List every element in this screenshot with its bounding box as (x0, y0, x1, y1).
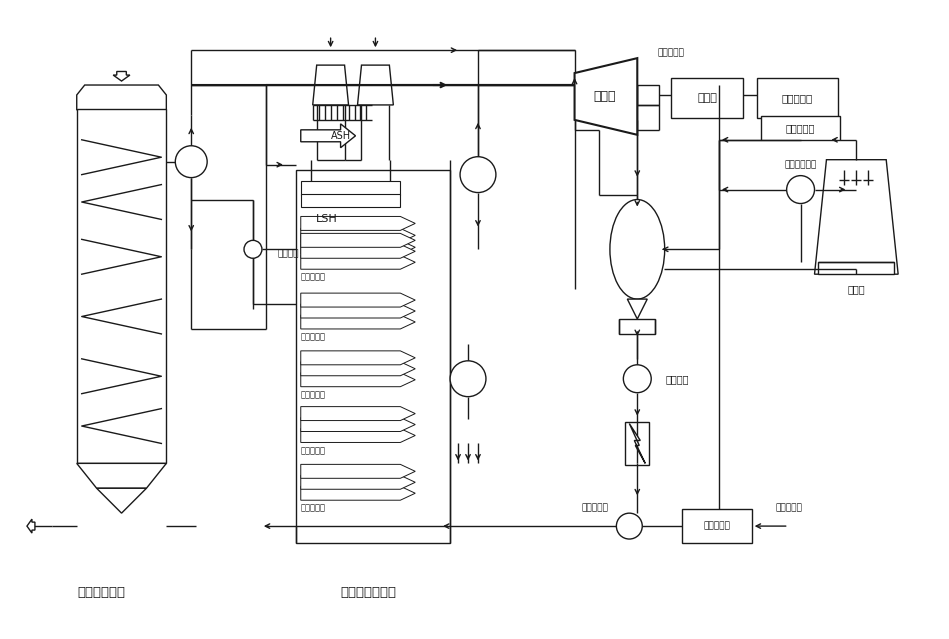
Bar (296, 169, 450, 543)
Polygon shape (301, 315, 416, 329)
Text: 汽轮机: 汽轮机 (593, 91, 616, 104)
Bar (620, 319, 655, 334)
Text: 烧结机: 烧结机 (698, 93, 716, 103)
Bar (682, 509, 752, 543)
Text: 一般省煤器: 一般省煤器 (301, 504, 326, 512)
Text: 同步电动机: 同步电动机 (782, 93, 813, 103)
Circle shape (450, 361, 486, 397)
Text: 冷却塔: 冷却塔 (847, 284, 865, 294)
Text: 环冷机余热锅炉: 环冷机余热锅炉 (341, 587, 397, 599)
Polygon shape (301, 417, 416, 431)
Polygon shape (27, 519, 35, 533)
Polygon shape (97, 488, 146, 513)
Polygon shape (301, 373, 416, 387)
Text: 烧结余热锅炉: 烧结余热锅炉 (78, 587, 125, 599)
Circle shape (460, 157, 496, 192)
Bar (818, 262, 894, 274)
Polygon shape (629, 424, 645, 463)
Text: 低压过热器: 低压过热器 (301, 390, 326, 399)
Text: 循环冷却水泵: 循环冷却水泵 (785, 160, 817, 169)
Polygon shape (301, 255, 416, 269)
Circle shape (787, 176, 814, 203)
Text: 高温蒸发器: 高温蒸发器 (301, 273, 326, 282)
Text: 高温省煤器: 高温省煤器 (301, 332, 326, 341)
Text: ASH: ASH (330, 131, 350, 141)
Text: 供辅助设备: 供辅助设备 (786, 123, 815, 133)
Text: 喷水减温: 喷水减温 (277, 250, 299, 259)
Polygon shape (301, 240, 416, 254)
Text: 锅炉给水泵: 锅炉给水泵 (581, 504, 608, 512)
Text: 凝结水泵: 凝结水泵 (665, 374, 689, 384)
Polygon shape (77, 85, 166, 110)
Text: 真空除氧器: 真空除氧器 (703, 521, 731, 530)
Polygon shape (301, 362, 416, 376)
Bar (301, 181, 400, 194)
Text: 锅炉补给水: 锅炉补给水 (775, 504, 802, 512)
Polygon shape (113, 72, 130, 81)
Polygon shape (358, 65, 393, 105)
Polygon shape (313, 65, 348, 105)
Polygon shape (77, 463, 166, 488)
Polygon shape (301, 293, 416, 307)
Bar (77, 109, 166, 463)
Bar (756, 78, 838, 118)
Text: LSH: LSH (316, 215, 338, 224)
Bar (761, 116, 841, 140)
Bar (671, 78, 743, 118)
Circle shape (244, 240, 262, 258)
Polygon shape (301, 124, 356, 148)
Bar (625, 422, 649, 465)
Circle shape (617, 513, 642, 539)
Polygon shape (301, 217, 416, 231)
Polygon shape (301, 244, 416, 258)
Polygon shape (301, 233, 416, 247)
Polygon shape (574, 58, 638, 135)
Bar (638, 85, 660, 105)
Circle shape (176, 146, 207, 178)
Polygon shape (301, 429, 416, 442)
Polygon shape (627, 299, 647, 319)
Polygon shape (301, 304, 416, 318)
Polygon shape (814, 160, 898, 274)
Polygon shape (301, 475, 416, 489)
Bar (301, 194, 400, 208)
Polygon shape (301, 406, 416, 420)
Polygon shape (301, 465, 416, 479)
Ellipse shape (610, 199, 664, 299)
Polygon shape (301, 351, 416, 365)
Polygon shape (301, 486, 416, 500)
Text: 变速离合器: 变速离合器 (658, 49, 684, 58)
Text: 低压蒸发器: 低压蒸发器 (301, 446, 326, 455)
Circle shape (623, 365, 651, 393)
Polygon shape (301, 228, 416, 242)
